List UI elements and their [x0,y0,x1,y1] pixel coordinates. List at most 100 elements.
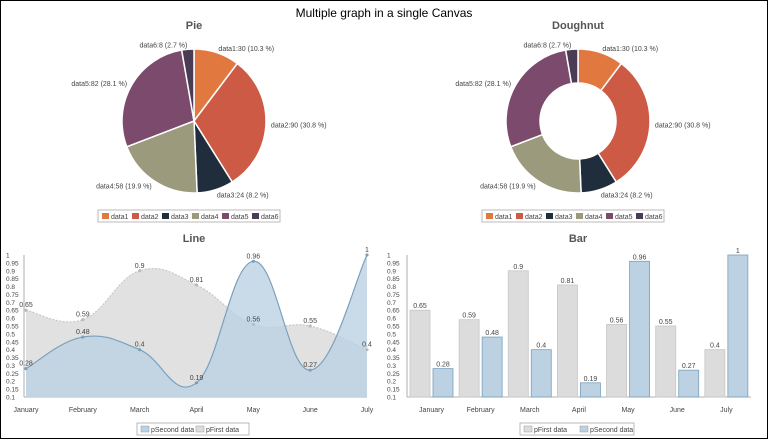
line-data-label: 0.27 [303,362,317,369]
legend-label-data2: data2 [525,214,543,221]
legend-label-data6: data6 [261,214,279,221]
line-data-label: 0.9 [135,263,145,270]
legend-label-data1: data1 [111,214,129,221]
bar-data-label: 0.19 [584,376,598,383]
bar-second [481,336,503,398]
bar-data-label: 0.28 [436,362,450,369]
y-tick-label: 0.1 [387,395,396,402]
bar-data-label: 0.65 [413,303,427,310]
x-tick-label: March [520,407,540,414]
legend-swatch [195,425,205,433]
y-tick-label: 0.7 [387,300,396,307]
line-data-label: 0.4 [135,342,145,349]
y-tick-label: 0.85 [387,276,400,283]
legend-label-data2: data2 [141,214,159,221]
bar-first [557,284,578,398]
line-point [81,318,85,322]
line-data-label: 0.28 [19,361,33,368]
line-data-label: 0.19 [190,375,204,382]
y-tick-label: 0.9 [387,268,396,275]
y-tick-label: 0.75 [6,292,19,299]
page-title: Multiple graph in a single Canvas [296,6,473,20]
line-point [194,381,199,385]
slice-label-data4: data4:58 (19.9 %) [96,183,152,190]
slice-label-data1: data1:30 (10.3 %) [218,46,274,53]
y-tick-label: 0.4 [387,347,396,354]
x-tick-label: March [130,407,150,414]
line-data-label: 0.48 [76,329,90,336]
y-tick-label: 0.9 [6,268,15,275]
bar-data-label: 1 [736,248,740,255]
legend-swatch-data3 [546,213,553,219]
y-tick-label: 0.15 [6,387,19,394]
bar-data-label: 0.96 [633,254,647,261]
y-tick-label: 0.3 [6,363,15,370]
x-tick-label: July [361,407,374,414]
bar-data-label: 0.4 [710,343,720,350]
slice-label-data3: data3:24 (8.2 %) [217,193,269,200]
x-tick-label: April [189,407,203,414]
slice-data6 [180,48,195,122]
bar-first [507,270,529,398]
bar-data-label: 0.9 [513,264,523,271]
chart-title-pie: Pie [186,20,203,32]
legend-box [136,422,250,436]
bar-data-label: 0.59 [462,313,476,320]
line-point [251,322,255,327]
bar-second [678,369,700,398]
y-tick-label: 1 [6,253,10,260]
line-data-label: 0.4 [362,342,372,349]
y-tick-label: 0.35 [6,355,19,362]
slice-label-data2: data2:90 (30.8 %) [271,122,327,129]
bar-first [655,325,677,398]
bar-second [530,349,552,398]
legend-swatch [523,425,533,433]
x-tick-label: April [572,407,586,414]
legend-box [519,422,635,436]
legend-box [481,209,665,223]
bar-second [727,254,749,398]
series-second-area [26,255,367,397]
bar-data-label: 0.55 [659,319,673,326]
y-tick-label: 0.25 [387,371,400,378]
legend-label-data6: data6 [645,214,663,221]
y-tick-label: 0.6 [387,316,396,323]
slice-label-data3: data3:24 (8.2 %) [601,193,653,200]
bar-data-label: 0.48 [485,330,499,337]
y-tick-label: 0.5 [387,331,396,338]
legend-label-data3: data3 [171,214,189,221]
legend-swatch-data4 [576,213,583,219]
legend-label-data5: data5 [231,214,249,221]
legend-label: pSecond data [151,427,194,434]
slice-label-data6: data6:8 (2.7 %) [524,42,572,49]
bar-data-label: 0.81 [561,278,575,285]
legend-swatch-data4 [192,213,199,219]
y-tick-label: 1 [387,253,391,260]
legend-swatch-data5 [606,213,613,219]
slice-data2 [597,62,651,184]
legend-swatch [579,425,589,433]
y-tick-label: 0.7 [6,300,15,307]
chart-title-line: Line [183,233,206,245]
y-tick-label: 0.95 [6,260,19,267]
bar-first [458,319,480,398]
line-point [138,269,142,273]
legend-label: pSecond data [590,427,633,434]
slice-label-data2: data2:90 (30.8 %) [655,122,711,129]
bar-second [432,368,454,398]
legend-swatch-data2 [516,213,523,219]
y-tick-label: 0.65 [387,308,400,315]
slice-label-data5: data5:82 (28.1 %) [455,81,511,88]
bar-second [580,382,601,398]
line-point [308,368,312,372]
line-point [365,253,369,257]
y-tick-label: 0.95 [387,260,400,267]
legend-swatch-data3 [162,213,169,219]
line-point [365,348,369,352]
legend-label-data5: data5 [615,214,633,221]
legend-swatch-data6 [252,213,259,219]
x-tick-label: June [303,407,318,414]
line-point [194,283,199,287]
